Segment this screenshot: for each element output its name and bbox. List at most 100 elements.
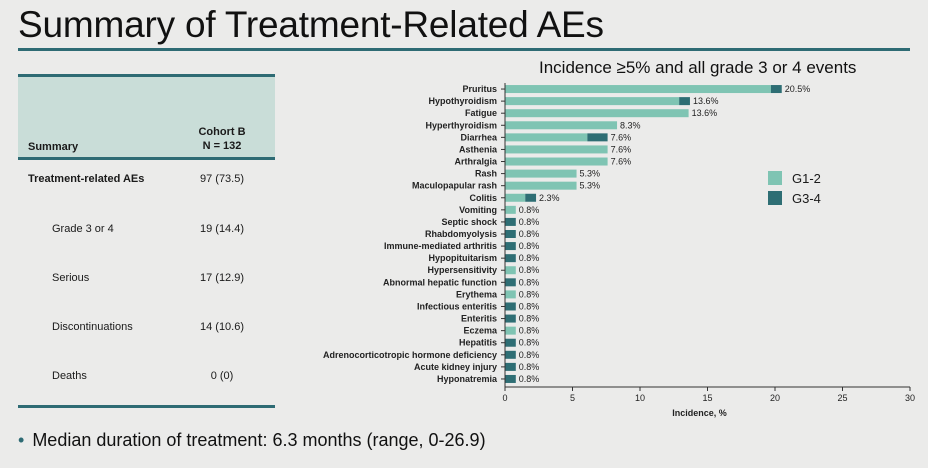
category-label: Hypersensitivity	[427, 265, 497, 275]
bar-g3-4	[505, 278, 516, 287]
bar-g3-4	[505, 302, 516, 311]
legend-item-g12: G1-2	[768, 168, 821, 188]
category-label: Abnormal hepatic function	[383, 277, 497, 287]
category-label: Rash	[475, 169, 497, 179]
table-header-rule	[18, 157, 275, 160]
bar-g3-4	[770, 85, 782, 94]
category-label: Erythema	[456, 289, 498, 299]
row-value: 0 (0)	[210, 370, 234, 382]
category-label: Diarrhea	[460, 132, 498, 142]
legend-swatch	[768, 171, 782, 185]
x-tick-label: 5	[570, 393, 575, 403]
category-label: Vomiting	[459, 205, 497, 215]
category-label: Hypothyroidism	[428, 96, 497, 106]
bar-g1-2	[505, 109, 689, 118]
chart-title: Incidence ≥5% and all grade 3 or 4 event…	[539, 58, 857, 77]
x-axis-title: Incidence, %	[672, 408, 727, 418]
data-label: 0.8%	[519, 253, 540, 263]
data-label: 0.8%	[519, 350, 540, 360]
header-summary-label: Summary	[28, 141, 79, 153]
x-tick-label: 15	[702, 393, 712, 403]
bar-g3-4	[505, 242, 516, 251]
data-label: 13.6%	[692, 108, 718, 118]
bar-g1-2	[505, 181, 577, 190]
table-bottom-rule	[18, 405, 275, 408]
bar-g1-2	[505, 121, 618, 130]
row-label: Discontinuations	[52, 321, 133, 333]
data-label: 5.3%	[580, 169, 601, 179]
data-label: 13.6%	[693, 96, 719, 106]
data-label: 0.8%	[519, 241, 540, 251]
summary-table: Summary Cohort B N = 132 Treatment-relat…	[18, 74, 275, 408]
bullet-dot-icon: •	[18, 430, 25, 450]
table-row: Grade 3 or 4 19 (14.4)	[18, 209, 275, 258]
header-cohort-n: N = 132	[202, 140, 242, 152]
bar-g3-4	[679, 97, 690, 106]
category-label: Maculopapular rash	[412, 181, 497, 191]
row-label: Grade 3 or 4	[52, 223, 114, 235]
category-label: Adrenocorticotropic hormone deficiency	[323, 350, 497, 360]
legend-label: G3-4	[792, 190, 821, 206]
data-label: 0.8%	[519, 374, 540, 384]
data-label: 0.8%	[519, 314, 540, 324]
legend-item-g34: G3-4	[768, 188, 821, 208]
data-label: 0.8%	[519, 277, 540, 287]
table-row: Treatment-related AEs 97 (73.5)	[18, 160, 275, 209]
bar-g1-2	[505, 169, 577, 178]
legend-swatch	[768, 191, 782, 205]
data-label: 7.6%	[611, 157, 632, 167]
category-label: Colitis	[469, 193, 497, 203]
x-tick-label: 20	[770, 393, 780, 403]
data-label: 8.3%	[620, 120, 641, 130]
row-value: 14 (10.6)	[199, 321, 245, 333]
category-label: Fatigue	[465, 108, 497, 118]
category-label: Hyponatremia	[437, 374, 498, 384]
data-label: 0.8%	[519, 362, 540, 372]
x-tick-label: 30	[905, 393, 915, 403]
row-label: Deaths	[52, 370, 87, 382]
title-divider	[18, 48, 910, 51]
row-label: Serious	[52, 272, 90, 284]
bar-g3-4	[505, 374, 516, 383]
category-label: Asthenia	[459, 144, 498, 154]
bar-g3-4	[505, 230, 516, 238]
chart-legend: G1-2 G3-4	[768, 168, 821, 208]
data-label: 0.8%	[519, 229, 540, 239]
row-value: 19 (14.4)	[199, 223, 245, 235]
legend-label: G1-2	[792, 170, 821, 186]
x-tick-label: 25	[837, 393, 847, 403]
category-label: Hypopituitarism	[428, 253, 497, 263]
table-row: Discontinuations 14 (10.6)	[18, 307, 275, 356]
category-label: Enteritis	[461, 314, 497, 324]
bar-g1-2	[505, 326, 516, 335]
category-label: Hepatitis	[459, 338, 497, 348]
bar-g3-4	[525, 193, 537, 202]
data-label: 0.8%	[519, 338, 540, 348]
data-label: 0.8%	[519, 326, 540, 336]
bar-g1-2	[505, 157, 608, 166]
bar-g1-2	[505, 97, 680, 106]
category-label: Rhabdomyolysis	[425, 229, 497, 239]
category-label: Arthralgia	[454, 157, 498, 167]
page-title: Summary of Treatment-Related AEs	[18, 4, 604, 45]
bar-g1-2	[505, 266, 516, 275]
bar-g1-2	[505, 85, 771, 94]
bar-g3-4	[505, 254, 516, 263]
category-label: Acute kidney injury	[414, 362, 497, 372]
bar-g3-4	[505, 362, 516, 371]
category-label: Pruritus	[462, 84, 497, 94]
data-label: 0.8%	[519, 301, 540, 311]
bar-g3-4	[505, 350, 516, 359]
bar-g3-4	[505, 338, 516, 347]
category-label: Infectious enteritis	[417, 301, 497, 311]
bar-g3-4	[587, 133, 608, 142]
category-label: Eczema	[463, 326, 498, 336]
row-label: Treatment-related AEs	[28, 173, 145, 185]
x-tick-label: 10	[635, 393, 645, 403]
data-label: 0.8%	[519, 205, 540, 215]
table-header: Summary Cohort B N = 132	[18, 77, 275, 157]
data-label: 7.6%	[611, 132, 632, 142]
footnote-bullet: • Median duration of treatment: 6.3 month…	[18, 430, 486, 451]
table-top-rule	[18, 74, 275, 77]
